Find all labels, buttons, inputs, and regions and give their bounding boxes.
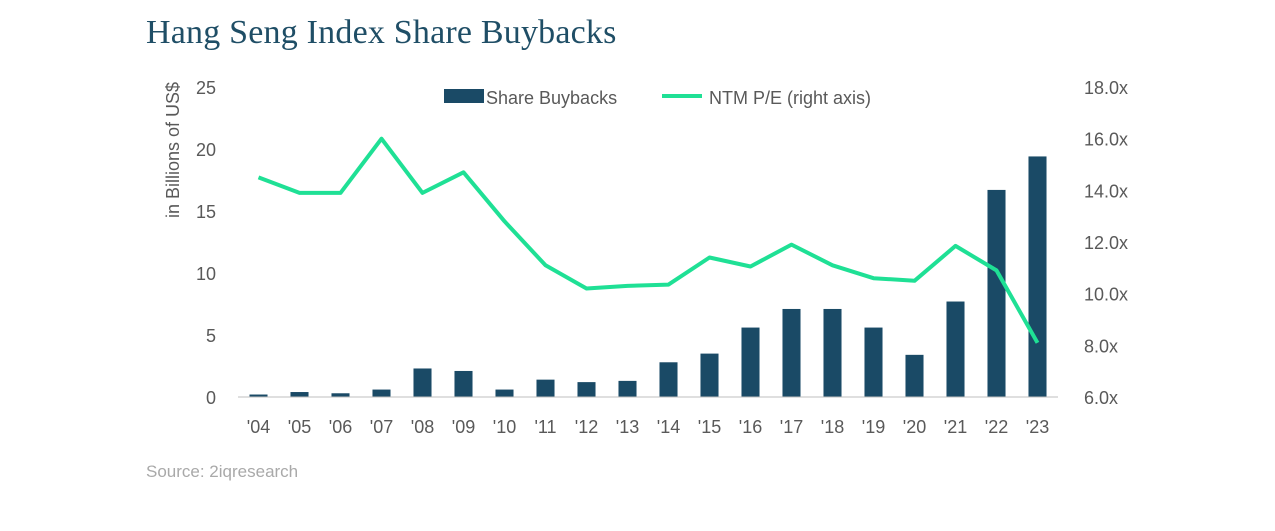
bar (618, 380, 637, 397)
x-tick-label: '19 (862, 417, 885, 437)
right-tick-label: 14.0x (1084, 181, 1128, 201)
right-tick-label: 8.0x (1084, 336, 1118, 356)
right-tick-label: 12.0x (1084, 233, 1128, 253)
bar (249, 394, 268, 397)
x-tick-label: '17 (780, 417, 803, 437)
source-note: Source: 2iqresearch (146, 462, 299, 481)
x-tick-label: '04 (247, 417, 270, 437)
x-tick-label: '12 (575, 417, 598, 437)
right-tick-label: 6.0x (1084, 388, 1118, 408)
left-tick-label: 5 (206, 326, 216, 346)
bar (577, 382, 596, 397)
bar (536, 379, 555, 397)
right-tick-label: 16.0x (1084, 130, 1128, 150)
x-axis-ticks: '04 '05 '06 '07 '08 '09 '10 '11 '12 '13 '14 '15 '16 '… (247, 417, 1049, 437)
legend-line-label: NTM P/E (right axis) (709, 88, 871, 108)
bar (700, 353, 719, 397)
x-tick-label: '21 (944, 417, 967, 437)
x-tick-label: '16 (739, 417, 762, 437)
left-tick-label: 20 (196, 140, 216, 160)
right-tick-label: 10.0x (1084, 285, 1128, 305)
bar (905, 354, 924, 397)
legend-bar-swatch (444, 89, 484, 103)
bar (413, 368, 432, 397)
x-tick-label: '06 (329, 417, 352, 437)
left-tick-label: 15 (196, 202, 216, 222)
bar (495, 389, 514, 397)
x-tick-label: '18 (821, 417, 844, 437)
y-axis-label: in Billions of US$ (163, 82, 183, 218)
left-tick-label: 0 (206, 388, 216, 408)
x-tick-label: '10 (493, 417, 516, 437)
bar (864, 327, 883, 397)
bar (782, 308, 801, 397)
right-tick-label: 18.0x (1084, 78, 1128, 98)
x-tick-label: '08 (411, 417, 434, 437)
x-tick-label: '11 (534, 417, 556, 437)
bar (372, 389, 391, 397)
x-tick-label: '23 (1026, 417, 1049, 437)
bar (659, 362, 678, 397)
bar (290, 392, 309, 397)
bar (1028, 156, 1047, 397)
bar (823, 308, 842, 397)
x-tick-label: '09 (452, 417, 475, 437)
right-axis-ticks: 6.0x 8.0x 10.0x 12.0x 14.0x 16.0x 18.0x (1084, 78, 1128, 408)
x-tick-label: '13 (616, 417, 639, 437)
x-tick-label: '05 (288, 417, 311, 437)
bar (741, 327, 760, 397)
bar-series (249, 156, 1047, 397)
left-axis-ticks: 0 5 10 15 20 25 (196, 78, 216, 408)
bar (946, 301, 965, 397)
x-tick-label: '15 (698, 417, 721, 437)
pe-line-series (257, 136, 1040, 344)
bar (454, 370, 473, 397)
left-tick-label: 25 (196, 78, 216, 98)
x-tick-label: '07 (370, 417, 393, 437)
x-tick-label: '22 (985, 417, 1008, 437)
left-tick-label: 10 (196, 264, 216, 284)
x-tick-label: '14 (657, 417, 680, 437)
legend: Share Buybacks NTM P/E (right axis) (444, 88, 871, 108)
legend-bar-label: Share Buybacks (486, 88, 617, 108)
chart-title: Hang Seng Index Share Buybacks (146, 14, 617, 51)
bar (987, 189, 1006, 397)
x-tick-label: '20 (903, 417, 926, 437)
bar (331, 393, 350, 397)
